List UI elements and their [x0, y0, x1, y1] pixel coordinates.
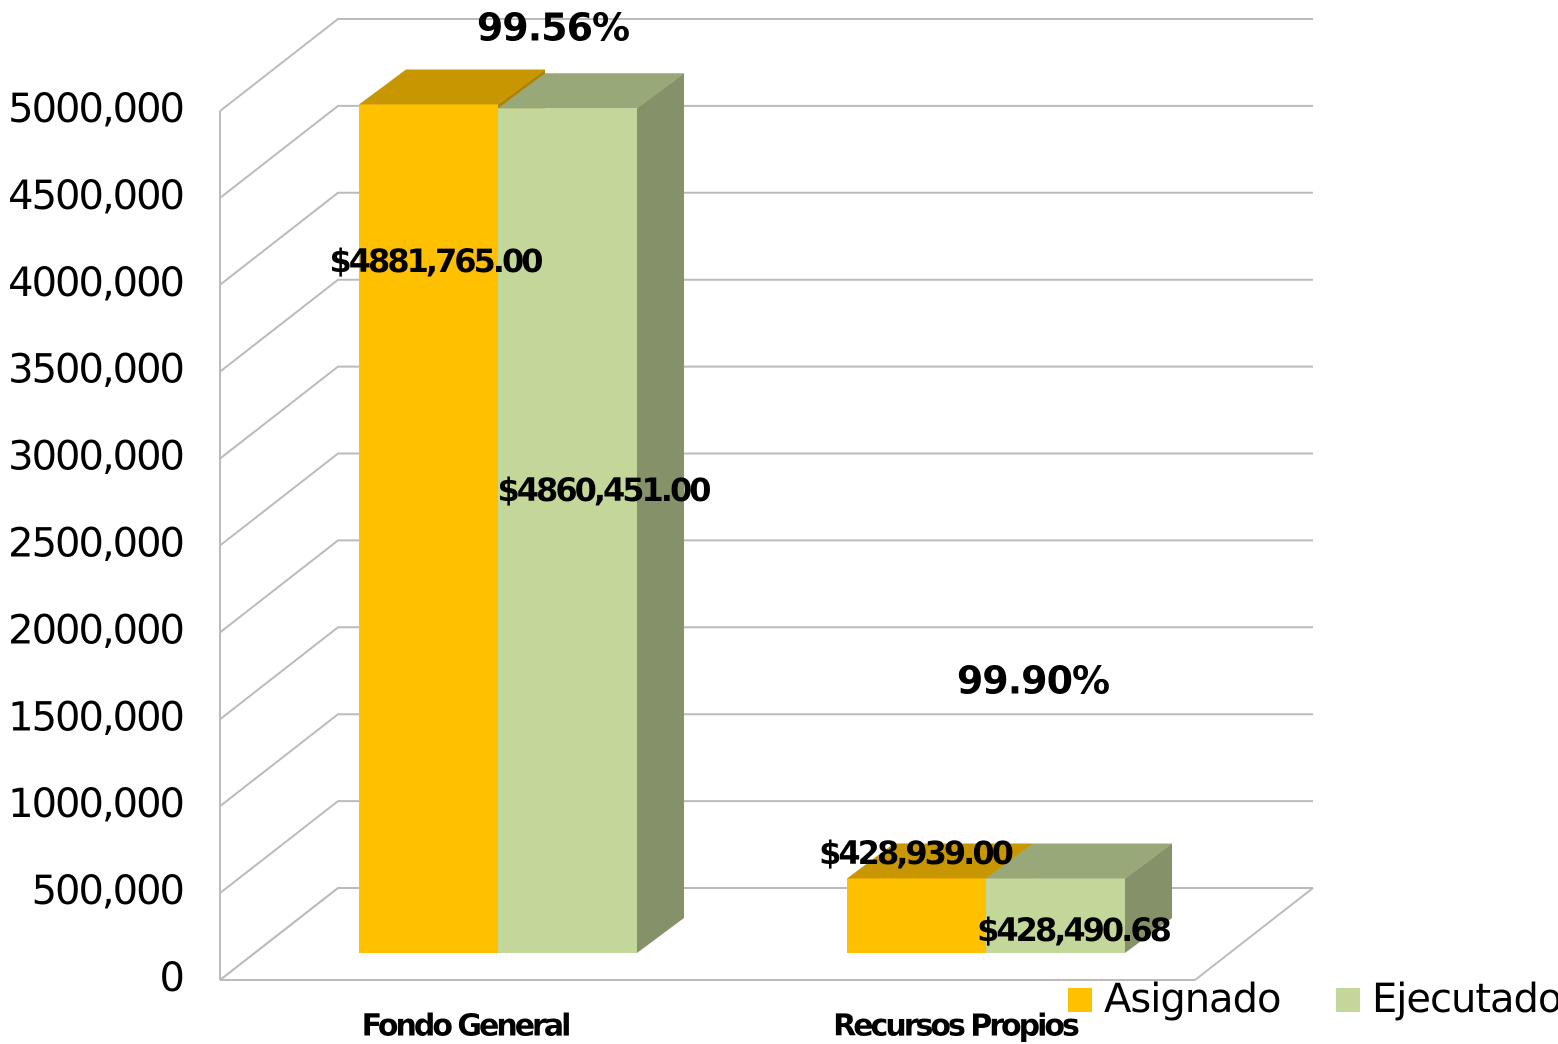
bar-side: [637, 73, 684, 954]
value-label: $4860,451.00: [498, 471, 711, 509]
annotation: 99.56%: [477, 6, 629, 50]
y-tick-label: 500,000: [32, 868, 183, 914]
grid-line: [219, 18, 1313, 112]
grid-line: [219, 278, 1313, 373]
legend-swatch: [1068, 988, 1092, 1012]
y-tick-label: 3000,000: [8, 434, 183, 480]
bar-side: [1125, 843, 1172, 953]
bar-top: [498, 73, 684, 109]
y-tick-label: 2500,000: [8, 521, 183, 567]
y-tick-label: 4000,000: [8, 260, 183, 306]
value-label: $428,939.00: [819, 834, 1012, 872]
y-tick-label: 1000,000: [8, 781, 183, 827]
grid-line: [219, 800, 1313, 894]
grid-line: [219, 104, 1313, 199]
grid-line: [219, 713, 1313, 807]
bar-top: [847, 843, 1033, 879]
legend-swatch: [1336, 988, 1360, 1012]
grid-line: [219, 539, 1313, 634]
y-tick-label: 3500,000: [8, 347, 183, 393]
legend-label: Ejecutado: [1372, 976, 1558, 1022]
bar: [359, 104, 498, 953]
value-label: $428,490.68: [977, 911, 1170, 949]
y-tick-label: 1500,000: [8, 694, 183, 740]
y-tick-label: 0: [160, 955, 183, 1001]
x-tick-label: Recursos Propios: [833, 1009, 1079, 1044]
bar-top: [986, 843, 1172, 879]
grid-line: [219, 365, 1313, 460]
y-tick-label: 4500,000: [8, 173, 183, 219]
x-tick-label: Fondo General: [362, 1009, 569, 1044]
grid-line: [219, 452, 1313, 547]
annotation: 99.90%: [957, 659, 1109, 703]
bar: [986, 878, 1125, 953]
grid-line: [219, 626, 1313, 721]
value-label: $4881,765.00: [330, 242, 543, 280]
bar-top: [359, 69, 545, 105]
y-tick-label: 5000,000: [8, 86, 183, 132]
axis-line: [1194, 887, 1314, 981]
bar: [847, 878, 986, 953]
grid-line: [219, 191, 1313, 286]
y-tick-label: 2000,000: [8, 607, 183, 653]
bar: [498, 108, 637, 954]
legend-label: Asignado: [1104, 976, 1280, 1022]
